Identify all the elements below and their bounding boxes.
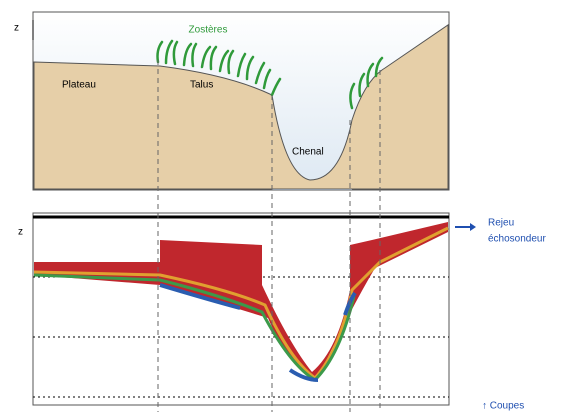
- diagram: z Zostères Plateau Talus Chenal z Rejeu …: [0, 0, 561, 414]
- sections-note: ↑ Coupes: [482, 401, 524, 412]
- legend-line: échosondeur: [488, 234, 546, 245]
- z-axis-label: z: [18, 227, 23, 238]
- zosteres-label: Zostères: [189, 25, 228, 36]
- page: z Zostères Plateau Talus Chenal z Rejeu …: [0, 0, 561, 414]
- legend-arrow-head: [470, 223, 476, 231]
- legend-line: Rejeu: [488, 218, 514, 229]
- plateau-label: Plateau: [62, 80, 96, 91]
- talus-label: Talus: [190, 80, 213, 91]
- z-axis-label: z: [14, 23, 19, 34]
- chenal-label: Chenal: [292, 147, 324, 158]
